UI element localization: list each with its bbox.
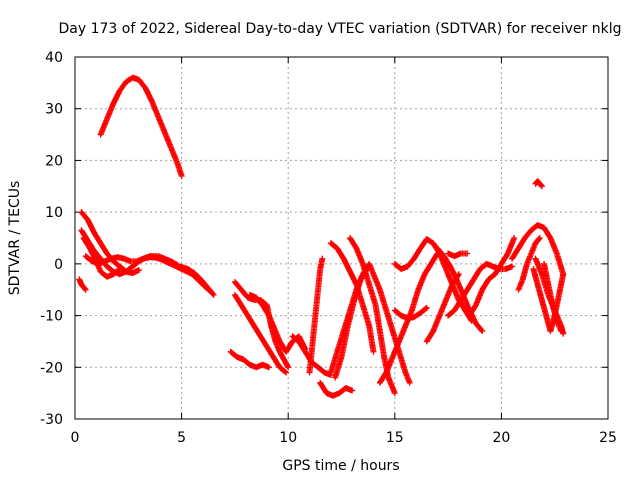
x-tick-label: 15 xyxy=(386,430,404,446)
series-arc-v xyxy=(445,250,471,260)
series-arc-y xyxy=(509,222,567,278)
series-arc-z5 xyxy=(532,178,545,190)
series-arc-j xyxy=(289,333,334,379)
x-tick-label: 20 xyxy=(492,430,510,446)
y-tick-label: 10 xyxy=(45,205,63,221)
series-arc-c2 xyxy=(76,276,89,293)
chart-title: Day 173 of 2022, Sidereal Day-to-day VTE… xyxy=(59,21,622,37)
x-tick-label: 10 xyxy=(279,430,297,446)
y-axis-label: SDTVAR / TECUs xyxy=(7,181,23,296)
series-arc-k xyxy=(317,379,356,399)
x-tick-label: 25 xyxy=(599,430,617,446)
y-tick-label: -10 xyxy=(40,309,63,325)
series-arc-e xyxy=(146,253,215,296)
series-arc-h xyxy=(227,348,273,371)
y-tick-label: 20 xyxy=(45,153,63,169)
x-tick-label: 5 xyxy=(177,430,186,446)
series-arc-p xyxy=(347,235,398,397)
series-arc-o xyxy=(332,266,371,381)
series-arc-top xyxy=(97,74,185,179)
y-tick-label: 30 xyxy=(45,102,63,118)
series-arc-a xyxy=(78,209,142,277)
y-tick-label: 40 xyxy=(45,50,63,66)
y-tick-label: -20 xyxy=(40,360,63,376)
data-series xyxy=(76,74,567,399)
series-arc-n xyxy=(327,240,377,355)
tick-labels: 0 5 10 15 20 25 -30 -20 -10 0 10 20 30 40 xyxy=(40,50,617,446)
plot-frame xyxy=(74,56,609,420)
series-arc-z xyxy=(515,235,543,293)
x-axis-label: GPS time / hours xyxy=(282,458,399,474)
y-tick-label: -30 xyxy=(40,412,63,428)
series-arc-x xyxy=(466,235,518,319)
y-tick-label: 0 xyxy=(54,257,63,273)
series-arc-w xyxy=(445,260,516,319)
series-arc-z4 xyxy=(541,260,565,335)
series-arc-g xyxy=(231,291,290,376)
grid-lines xyxy=(75,57,608,419)
series-arc-r xyxy=(391,304,430,322)
x-tick-label: 0 xyxy=(71,430,80,446)
series-arc-s xyxy=(391,236,475,324)
series-arc-q xyxy=(376,250,441,386)
series-arc-l xyxy=(306,255,326,376)
